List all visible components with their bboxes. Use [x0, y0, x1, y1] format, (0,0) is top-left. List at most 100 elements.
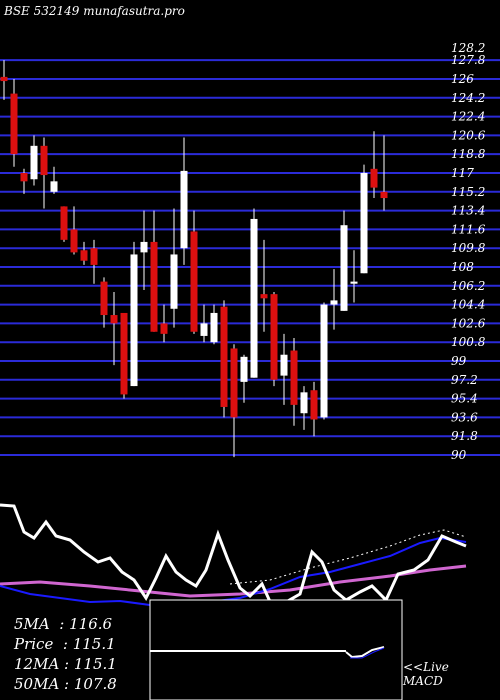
candles: [0, 60, 388, 458]
candle-body: [60, 206, 68, 240]
price-label: Price: [14, 635, 63, 653]
candle-body: [220, 306, 228, 407]
candle: [340, 210, 348, 311]
y-tick-label: 126: [451, 72, 474, 86]
candle: [240, 354, 248, 403]
candle: [130, 241, 138, 387]
y-tick-label: 90: [451, 448, 467, 462]
candle-body: [160, 323, 168, 334]
candle: [120, 312, 128, 399]
ma50-row: 50MA : 107.8: [14, 675, 117, 693]
candle-body: [260, 294, 268, 299]
candle: [170, 208, 178, 328]
macd-histogram-line: [350, 647, 385, 659]
y-tick-label: 124.2: [451, 91, 485, 105]
indicator-white-line: [0, 503, 467, 608]
candle: [250, 208, 258, 378]
candle-body: [240, 356, 248, 382]
moving-average-stats: 5MA : 116.6 Price : 115.1 12MA : 115.1 5…: [14, 614, 117, 694]
candle: [350, 250, 358, 303]
ma50-value: 107.8: [73, 675, 117, 693]
candle-body: [30, 145, 38, 180]
candle-body: [360, 172, 368, 274]
candle-body: [0, 76, 8, 82]
candle: [30, 135, 38, 186]
ma5-label: 5MA: [14, 615, 60, 633]
candle-body: [100, 281, 108, 316]
candle: [20, 168, 28, 194]
y-tick-label: 100.8: [451, 335, 486, 349]
candle-body: [180, 170, 188, 249]
candle-body: [40, 145, 48, 176]
candle: [160, 304, 168, 343]
candle-body: [70, 229, 78, 253]
candle: [40, 137, 48, 209]
price-grid: [0, 59, 500, 456]
candle: [90, 239, 98, 284]
candle: [150, 210, 158, 332]
ma12-label: 12MA: [14, 655, 65, 673]
candle-body: [150, 241, 158, 332]
candle-body: [330, 300, 338, 305]
indicator-panel: [0, 503, 467, 608]
candle: [310, 381, 318, 437]
y-tick-label: 104.4: [451, 298, 485, 312]
y-tick-label: 93.6: [451, 410, 478, 424]
y-tick-label: 111.6: [451, 222, 486, 236]
price-row: Price : 115.1: [14, 635, 116, 653]
candle-body: [80, 250, 88, 261]
macd-signal-line: [345, 646, 385, 659]
candle-body: [120, 312, 128, 395]
candle-body: [130, 254, 138, 387]
candle: [210, 304, 218, 345]
candle: [220, 300, 228, 418]
candle: [110, 292, 118, 366]
y-tick-label: 108: [451, 260, 474, 274]
candle: [270, 292, 278, 387]
y-tick-label: 127.8: [451, 53, 486, 67]
candle: [190, 210, 198, 334]
candle-body: [270, 294, 278, 380]
candle: [380, 135, 388, 211]
y-tick-label: 95.4: [451, 392, 478, 406]
candle-body: [310, 390, 318, 420]
candle: [230, 344, 238, 458]
candle-body: [200, 323, 208, 336]
candle: [370, 131, 378, 199]
candle-body: [90, 248, 98, 265]
candle-body: [20, 172, 28, 182]
candle-body: [190, 231, 198, 332]
candle: [70, 206, 78, 255]
y-tick-label: 128.2: [451, 41, 485, 55]
candle: [50, 166, 58, 194]
live-macd-link[interactable]: <<Live MACD: [403, 660, 449, 688]
ma50-label: 50MA: [14, 675, 65, 693]
y-tick-label: 97.2: [451, 373, 478, 387]
candle: [200, 304, 208, 343]
ma12-row: 12MA : 115.1: [14, 655, 117, 673]
y-tick-label: 109.8: [451, 241, 486, 255]
candle: [260, 239, 268, 332]
candle: [360, 164, 368, 274]
candle-body: [10, 93, 18, 155]
live-label[interactable]: <<Live: [403, 660, 449, 674]
ma5-value: 116.6: [69, 615, 113, 633]
candle-body: [230, 348, 238, 418]
candle-body: [340, 225, 348, 311]
candle-body: [170, 254, 178, 309]
y-tick-label: 122.4: [451, 110, 485, 124]
candle-body: [280, 354, 288, 376]
ma12-value: 115.1: [73, 655, 117, 673]
candle: [60, 206, 68, 242]
y-tick-label: 106.2: [451, 279, 485, 293]
candle: [180, 137, 188, 265]
candle: [10, 78, 18, 167]
candle-body: [210, 312, 218, 343]
candle-body: [300, 392, 308, 414]
price-value: 115.1: [72, 635, 116, 653]
candle-body: [110, 315, 118, 324]
candle-body: [350, 281, 358, 284]
y-tick-label: 99: [451, 354, 467, 368]
